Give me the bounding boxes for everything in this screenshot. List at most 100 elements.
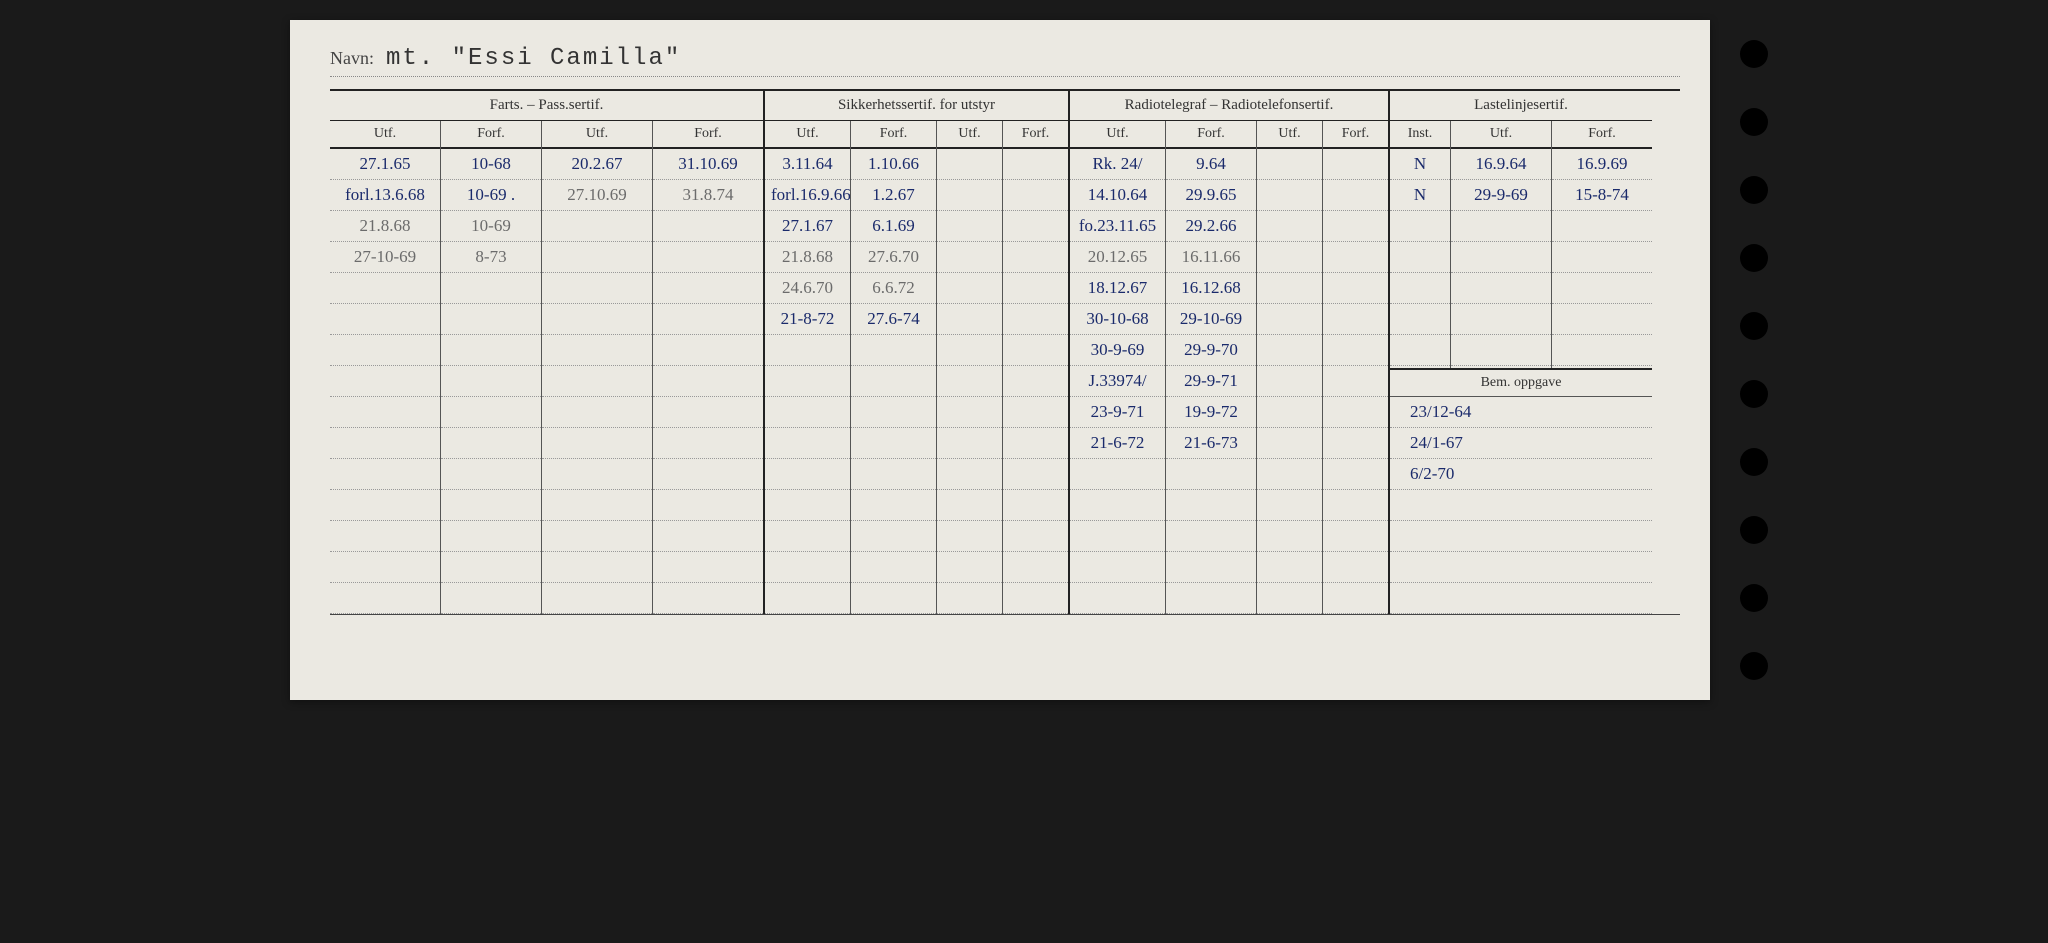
cell bbox=[765, 335, 850, 366]
column: Inst.NN bbox=[1390, 121, 1451, 368]
bem-cell bbox=[1390, 490, 1652, 521]
cell bbox=[1003, 583, 1068, 614]
cell bbox=[653, 304, 763, 335]
cell bbox=[330, 552, 440, 583]
cell bbox=[1552, 273, 1652, 304]
section-header: Farts. – Pass.sertif. bbox=[330, 91, 763, 121]
cell bbox=[330, 273, 440, 304]
cell bbox=[1257, 335, 1322, 366]
cell bbox=[1166, 459, 1256, 490]
cell bbox=[851, 428, 936, 459]
cell bbox=[937, 335, 1002, 366]
section-3: Lastelinjesertif.Inst.NNUtf.16.9.6429-9-… bbox=[1390, 91, 1652, 614]
cell bbox=[1257, 521, 1322, 552]
cell: 21.8.68 bbox=[765, 242, 850, 273]
cell bbox=[1257, 428, 1322, 459]
cell: 20.2.67 bbox=[542, 149, 652, 180]
cell bbox=[1257, 304, 1322, 335]
cell: Rk. 24/ bbox=[1070, 149, 1165, 180]
cell bbox=[851, 366, 936, 397]
binder-hole bbox=[1740, 40, 1768, 68]
cell bbox=[765, 583, 850, 614]
column: Utf. bbox=[1257, 121, 1323, 614]
cell: 10-69 . bbox=[441, 180, 541, 211]
cell bbox=[937, 428, 1002, 459]
cell bbox=[851, 459, 936, 490]
cell bbox=[1390, 211, 1450, 242]
cell bbox=[653, 552, 763, 583]
column: Forf.10-6810-69 .10-698-73 bbox=[441, 121, 542, 614]
cell: forl.13.6.68 bbox=[330, 180, 440, 211]
cell bbox=[1166, 521, 1256, 552]
cell: forl.16.9.66 bbox=[765, 180, 850, 211]
cell bbox=[937, 180, 1002, 211]
column-header: Forf. bbox=[441, 121, 541, 149]
cell: 29.2.66 bbox=[1166, 211, 1256, 242]
cell bbox=[441, 583, 541, 614]
cell bbox=[765, 490, 850, 521]
cell bbox=[1003, 397, 1068, 428]
cell: 29-10-69 bbox=[1166, 304, 1256, 335]
cell: 27.6-74 bbox=[851, 304, 936, 335]
cell bbox=[1323, 459, 1388, 490]
cell: 20.12.65 bbox=[1070, 242, 1165, 273]
cell bbox=[1003, 180, 1068, 211]
cell bbox=[1070, 490, 1165, 521]
cell: 18.12.67 bbox=[1070, 273, 1165, 304]
cell bbox=[937, 552, 1002, 583]
cell bbox=[330, 490, 440, 521]
cell bbox=[1003, 459, 1068, 490]
cell bbox=[441, 397, 541, 428]
bem-cell bbox=[1390, 521, 1652, 552]
cell bbox=[330, 428, 440, 459]
binder-hole bbox=[1740, 108, 1768, 136]
column-header: Utf. bbox=[1451, 121, 1551, 149]
cell bbox=[851, 521, 936, 552]
binder-hole bbox=[1740, 516, 1768, 544]
cell bbox=[937, 242, 1002, 273]
cell bbox=[542, 304, 652, 335]
column: Utf.3.11.64forl.16.9.6627.1.6721.8.6824.… bbox=[765, 121, 851, 614]
cell bbox=[1003, 490, 1068, 521]
cell bbox=[937, 397, 1002, 428]
cell: 1.10.66 bbox=[851, 149, 936, 180]
column: Utf.27.1.65forl.13.6.6821.8.6827-10-69 bbox=[330, 121, 441, 614]
cell: 6.1.69 bbox=[851, 211, 936, 242]
cell bbox=[1323, 397, 1388, 428]
certificate-grid: Farts. – Pass.sertif.Utf.27.1.65forl.13.… bbox=[330, 89, 1680, 615]
cell bbox=[1166, 490, 1256, 521]
cell bbox=[1003, 304, 1068, 335]
cell bbox=[1390, 242, 1450, 273]
binder-hole bbox=[1740, 652, 1768, 680]
binder-hole bbox=[1740, 312, 1768, 340]
cell bbox=[1003, 552, 1068, 583]
column: Forf.31.10.6931.8.74 bbox=[653, 121, 763, 614]
cell bbox=[542, 521, 652, 552]
bem-cell bbox=[1390, 552, 1652, 583]
cell bbox=[653, 521, 763, 552]
cell bbox=[542, 583, 652, 614]
cell bbox=[441, 490, 541, 521]
cell: 29.9.65 bbox=[1166, 180, 1256, 211]
cell bbox=[653, 273, 763, 304]
cell bbox=[653, 490, 763, 521]
name-row: Navn: mt. "Essi Camilla" bbox=[330, 45, 1680, 77]
cell bbox=[542, 211, 652, 242]
cell bbox=[937, 366, 1002, 397]
cell bbox=[1323, 149, 1388, 180]
column: Forf. bbox=[1003, 121, 1068, 614]
cell bbox=[542, 242, 652, 273]
cell bbox=[1003, 521, 1068, 552]
cell: J.33974/ bbox=[1070, 366, 1165, 397]
cell bbox=[937, 521, 1002, 552]
column-header: Inst. bbox=[1390, 121, 1450, 149]
cell bbox=[765, 521, 850, 552]
section-2: Radiotelegraf – Radiotelefonsertif.Utf.R… bbox=[1070, 91, 1390, 614]
cell bbox=[851, 583, 936, 614]
cell bbox=[851, 490, 936, 521]
column-header: Utf. bbox=[765, 121, 850, 149]
cell bbox=[1003, 366, 1068, 397]
cell bbox=[1003, 149, 1068, 180]
cell: 30-10-68 bbox=[1070, 304, 1165, 335]
bem-header: Bem. oppgave bbox=[1390, 368, 1652, 397]
